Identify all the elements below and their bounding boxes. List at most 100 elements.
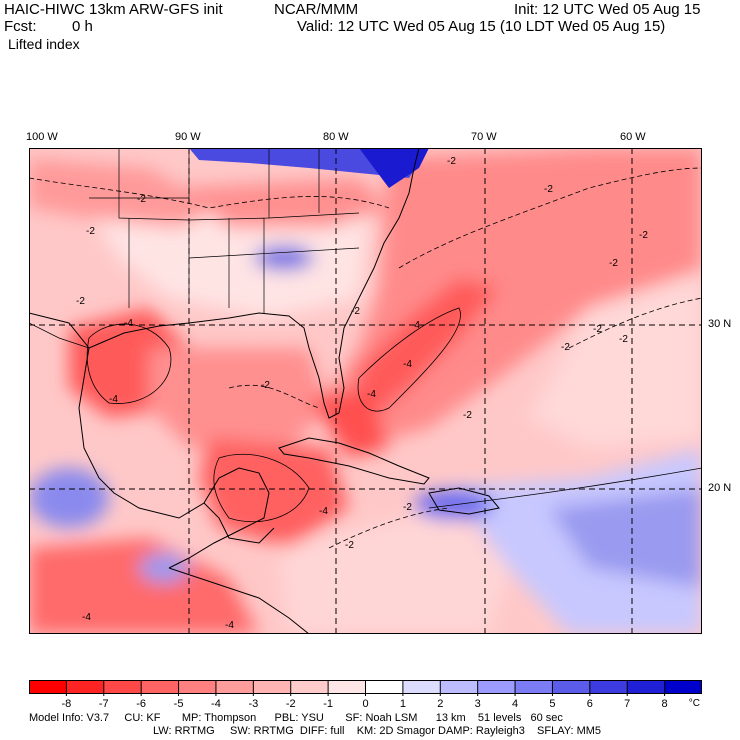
colorbar-tick-label: 2: [437, 698, 443, 710]
colorbar-cell: [253, 680, 292, 693]
colorbar-tick-label: 3: [475, 698, 481, 710]
lon-label-90w: 90 W: [175, 131, 201, 143]
colorbar-cell: [328, 680, 366, 693]
model-info-line1: Model Info: V3.7 CU: KF MP: Thompson PBL…: [29, 712, 563, 724]
field-red-north-band: [29, 158, 219, 228]
contour-label: -4: [109, 394, 118, 405]
model-info-line2: LW: RRTMG SW: RRTMG DIFF: full KM: 2D Sm…: [153, 725, 602, 737]
colorbar-tick-label: -1: [323, 698, 333, 710]
contour-label: -2: [403, 502, 412, 513]
coastline-hispaniola: [428, 487, 500, 515]
colorbar-cell: [402, 680, 441, 693]
coastline-gulf: [29, 312, 270, 569]
colorbar-tick-label: 5: [549, 698, 555, 710]
lifted-index-map: -2 -2 -2 -4 -4 -2 -2 -4 -4 -4 -2 -2 -2 -…: [29, 148, 702, 634]
contour-neg2-carib: [328, 507, 450, 549]
colorbar-cell: [552, 680, 591, 693]
colorbar-cell: [215, 680, 254, 693]
contour-neg2-gulf: [228, 384, 320, 409]
contour-label: -2: [609, 258, 618, 269]
lat-label-30n: 30 N: [708, 318, 732, 330]
contour-neg4-atlantic: [357, 307, 461, 412]
colorbar-cell: [66, 680, 105, 693]
contour-label: -2: [76, 296, 85, 307]
colorbar-tick-label: -4: [211, 698, 221, 710]
contour-label: -2: [261, 380, 270, 391]
colorbar-cell: [589, 680, 628, 693]
contour-label: -4: [367, 389, 376, 400]
contour-neg4-gulf: [86, 323, 172, 404]
model-title: HAIC-HIWC 13km ARW-GFS init: [4, 1, 223, 18]
field-blue-chesapeake-core: [359, 148, 429, 188]
contour-label: -2: [463, 410, 472, 421]
mexico-border: [29, 322, 90, 349]
contour-neg2-east: [568, 297, 702, 349]
contour-neg2-atlantic: [398, 167, 702, 269]
colorbar-cell: [178, 680, 217, 693]
contour-label: -2: [544, 184, 553, 195]
colorbar: -8 -7 -6 -5 -4 -3 -2 -1 0 1 2 3 4 5 6 7 8 °C: [29, 680, 702, 710]
colorbar-tick-label: 4: [512, 698, 518, 710]
colorbar-tick-label: -2: [286, 698, 296, 710]
state-borders: [89, 148, 360, 313]
contour-label: -2: [561, 342, 570, 353]
contour-label: -2: [351, 306, 360, 317]
field-light-east: [529, 278, 702, 448]
colorbar-cell: [103, 680, 142, 693]
coastline-central-america: [168, 567, 310, 634]
contour-neg2-north: [29, 177, 390, 209]
contour-zero-southeast: [428, 467, 702, 509]
field-blue-alabama: [254, 246, 314, 270]
forecast-hour: 0 h: [72, 18, 93, 35]
colorbar-cell: [141, 680, 180, 693]
colorbar-cell: [515, 680, 553, 693]
colorbar-unit: °C: [689, 698, 700, 709]
colorbar-cell: [664, 680, 702, 693]
field-red-atlantic-core: [359, 278, 499, 428]
contour-label: -4: [411, 320, 420, 331]
contour-neg4-yucatan: [213, 453, 310, 523]
colorbar-tick-label: -6: [136, 698, 146, 710]
field-blue-southeast-mid: [549, 488, 702, 588]
contour-label: -4: [403, 359, 412, 370]
field-red-cuba-strait: [309, 388, 389, 458]
field-blue-mexico-west: [29, 468, 109, 528]
coastline-cuba: [278, 437, 430, 485]
lat-label-20n: 20 N: [708, 482, 732, 494]
field-blue-central-america: [139, 553, 189, 583]
colorbar-cell: [477, 680, 516, 693]
field-name: Lifted index: [8, 36, 80, 52]
contour-label: -2: [447, 156, 456, 167]
map-frame: [29, 148, 702, 634]
colorbar-tick-label: 6: [587, 698, 593, 710]
contour-label: -4: [319, 506, 328, 517]
colorbar-cell: [627, 680, 666, 693]
contour-label: -2: [639, 230, 648, 241]
contour-label: -4: [82, 612, 91, 623]
colorbar-tick-label: -7: [99, 698, 109, 710]
lon-label-100w: 100 W: [26, 131, 58, 143]
contour-label: -2: [593, 324, 602, 335]
colorbar-tick-label: -8: [61, 698, 71, 710]
contour-label: -2: [345, 540, 354, 551]
field-red-mexico-south: [29, 538, 259, 634]
colorbar-tick-label: 7: [624, 698, 630, 710]
colorbar-cell: [365, 680, 404, 693]
colorbar-tick-label: 1: [400, 698, 406, 710]
contour-label: -4: [124, 318, 133, 329]
coastline-yucatan: [203, 502, 275, 544]
colorbar-tick-label: -3: [248, 698, 258, 710]
forecast-label: Fcst:: [4, 18, 37, 35]
colorbar-cell: [290, 680, 329, 693]
colorbar-cell: [29, 680, 67, 693]
agency-label: NCAR/MMM: [274, 1, 359, 18]
colorbar-tick-label: -5: [174, 698, 184, 710]
init-time: Init: 12 UTC Wed 05 Aug 15: [514, 1, 701, 18]
lon-label-80w: 80 W: [323, 131, 349, 143]
valid-time: Valid: 12 UTC Wed 05 Aug 15 (10 LDT Wed …: [297, 18, 666, 35]
colorbar-cell: [440, 680, 479, 693]
lon-label-70w: 70 W: [471, 131, 497, 143]
colorbar-tick-label: 0: [362, 698, 368, 710]
field-red-gulf-central: [149, 348, 329, 448]
coastline-us-gulf-north: [88, 148, 420, 419]
